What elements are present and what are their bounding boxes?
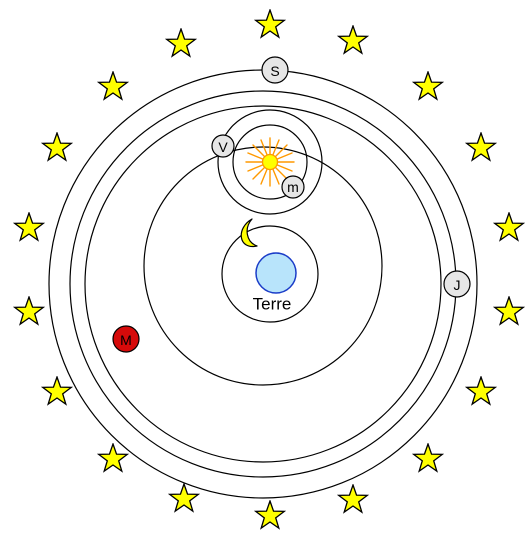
star-icon [98,71,128,100]
venus-epicycle [217,109,323,215]
jupiter-label: J [454,277,461,293]
earth: Terre [253,252,297,314]
mars-orbit [84,105,442,463]
star-icon [413,443,443,472]
mercury-epicycle [232,124,308,200]
star-icon [98,443,128,472]
star-icon [255,9,285,38]
saturn-planet: S [261,56,289,84]
jupiter-planet: J [443,270,471,298]
star-icon [338,484,368,513]
star-icon [413,71,443,100]
star-icon [169,483,199,512]
star-icon [42,376,72,405]
mercury-label: m [287,179,299,195]
star-icon [494,212,524,241]
mercury-planet: m [281,175,305,199]
star-icon [42,132,72,161]
mars-planet: M [112,325,140,353]
star-icon [14,212,44,241]
star-icon [166,28,196,57]
star-icon [255,500,285,529]
sun-orbit [143,146,383,386]
earth-disc [255,252,297,294]
mars-label: M [120,332,132,348]
venus-planet: V [211,134,235,158]
venus-label: V [218,139,228,155]
star-icon [466,376,496,405]
sun-icon [245,137,295,187]
saturn-label: S [270,63,279,79]
star-icon [494,296,524,325]
star-icon [338,25,368,54]
star-icon [14,296,44,325]
moon-icon [240,218,258,247]
earth-label: Terre [253,295,292,314]
star-icon [466,132,496,161]
moon-orbit [221,225,319,323]
